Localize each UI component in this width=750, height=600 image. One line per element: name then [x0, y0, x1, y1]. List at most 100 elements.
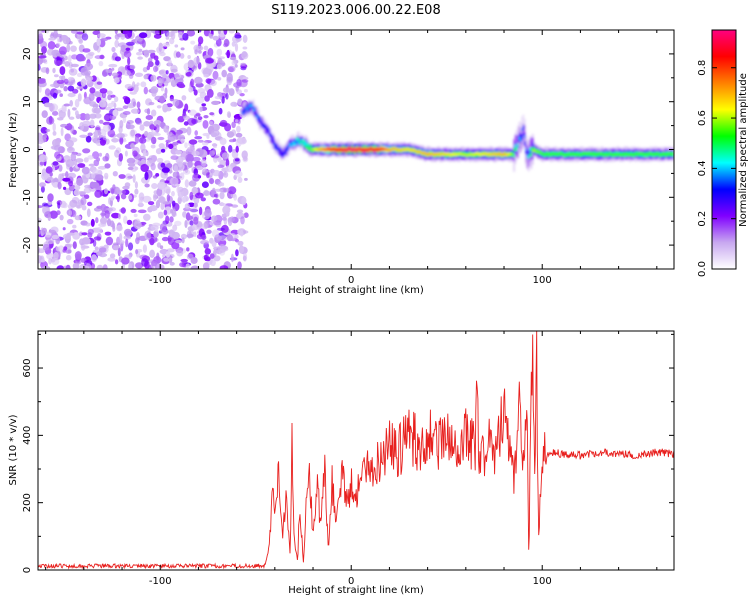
- noise-cell: [134, 72, 144, 78]
- trace-cell: [616, 153, 618, 157]
- noise-cell: [53, 30, 58, 33]
- trace-cell: [469, 153, 471, 157]
- noise-cell: [144, 130, 149, 137]
- noise-cell: [91, 171, 96, 179]
- noise-cell: [140, 143, 146, 152]
- noise-cell: [68, 116, 75, 120]
- noise-cell: [52, 122, 56, 132]
- noise-cell: [143, 86, 148, 95]
- y-tick-label: 400: [22, 426, 33, 445]
- noise-cell: [73, 189, 80, 196]
- noise-cell: [54, 89, 62, 94]
- noise-cell: [221, 62, 226, 67]
- noise-cell: [223, 43, 229, 48]
- trace-cell: [304, 145, 307, 149]
- trace-cell: [282, 152, 284, 157]
- noise-cell: [47, 193, 54, 202]
- noise-cell: [156, 105, 162, 109]
- noise-cell: [39, 161, 45, 166]
- noise-cell: [107, 207, 117, 212]
- trace-cell: [584, 152, 586, 156]
- trace-cell: [310, 147, 312, 151]
- trace-cell: [505, 153, 507, 157]
- trace-cell: [580, 153, 582, 157]
- noise-cell: [116, 224, 123, 232]
- noise-cell: [85, 77, 91, 84]
- noise-cell: [220, 202, 227, 207]
- trace-cell: [302, 138, 304, 144]
- trace-cell: [629, 153, 632, 156]
- noise-cell: [153, 194, 159, 199]
- noise-cell: [88, 163, 95, 167]
- noise-cell: [163, 209, 168, 216]
- trace-cell: [462, 153, 465, 157]
- trace-cell: [296, 139, 299, 144]
- noise-cell: [70, 152, 77, 162]
- trace-cell: [390, 148, 392, 152]
- trace-cell: [256, 116, 259, 119]
- noise-cell: [132, 174, 136, 183]
- trace-cell: [382, 147, 384, 151]
- noise-cell: [188, 180, 197, 187]
- trace-cell: [463, 153, 466, 157]
- noise-cell: [157, 77, 163, 87]
- noise-cell: [129, 91, 137, 95]
- noise-cell: [119, 119, 124, 129]
- noise-cell: [63, 103, 71, 107]
- trace-cell: [413, 149, 415, 152]
- y-tick-label: 600: [22, 358, 33, 377]
- trace-cell: [371, 149, 374, 152]
- noise-cell: [227, 217, 233, 227]
- noise-cell: [238, 245, 245, 254]
- trace-cell: [269, 133, 272, 136]
- trace-cell: [300, 140, 303, 143]
- trace-cell: [340, 148, 343, 151]
- noise-cell: [72, 88, 79, 94]
- noise-cell: [217, 60, 221, 70]
- trace-cell: [308, 146, 311, 150]
- trace-cell: [550, 153, 553, 157]
- noise-cell: [140, 81, 147, 88]
- noise-cell: [140, 134, 144, 144]
- trace-cell: [247, 102, 249, 110]
- colorbar-tick-label: 0.0: [697, 261, 708, 277]
- trace-cell: [671, 153, 673, 156]
- noise-cell: [158, 196, 166, 204]
- noise-cell: [242, 255, 247, 262]
- noise-cell: [234, 64, 238, 68]
- trace-cell: [546, 153, 549, 157]
- trace-cell: [358, 147, 360, 151]
- noise-cell: [79, 122, 85, 131]
- noise-cell: [221, 224, 229, 233]
- noise-cell: [120, 33, 126, 40]
- trace-cell: [532, 149, 534, 153]
- noise-cell: [47, 48, 54, 56]
- noise-cell: [39, 182, 46, 188]
- trace-cell: [590, 152, 593, 155]
- noise-cell: [141, 158, 146, 164]
- noise-cell: [184, 203, 190, 210]
- noise-cell: [192, 156, 201, 162]
- noise-cell: [62, 227, 66, 231]
- noise-cell: [234, 43, 239, 52]
- noise-cell: [226, 131, 235, 138]
- noise-cell: [182, 32, 189, 41]
- noise-cell: [206, 229, 212, 234]
- noise-cell: [68, 210, 73, 216]
- noise-cell: [217, 244, 227, 253]
- trace-cell: [613, 153, 616, 156]
- trace-cell: [502, 152, 505, 157]
- noise-cell: [81, 33, 89, 41]
- trace-cell: [241, 111, 244, 115]
- trace-cell: [502, 152, 505, 155]
- noise-cell: [237, 176, 243, 183]
- noise-cell: [78, 191, 86, 195]
- trace-cell: [256, 113, 259, 118]
- trace-cell: [534, 149, 537, 152]
- noise-cell: [107, 102, 114, 109]
- trace-cell: [585, 152, 588, 156]
- trace-cell: [326, 148, 328, 151]
- noise-cell: [127, 166, 134, 171]
- noise-cell: [199, 106, 203, 112]
- noise-cell: [174, 44, 179, 48]
